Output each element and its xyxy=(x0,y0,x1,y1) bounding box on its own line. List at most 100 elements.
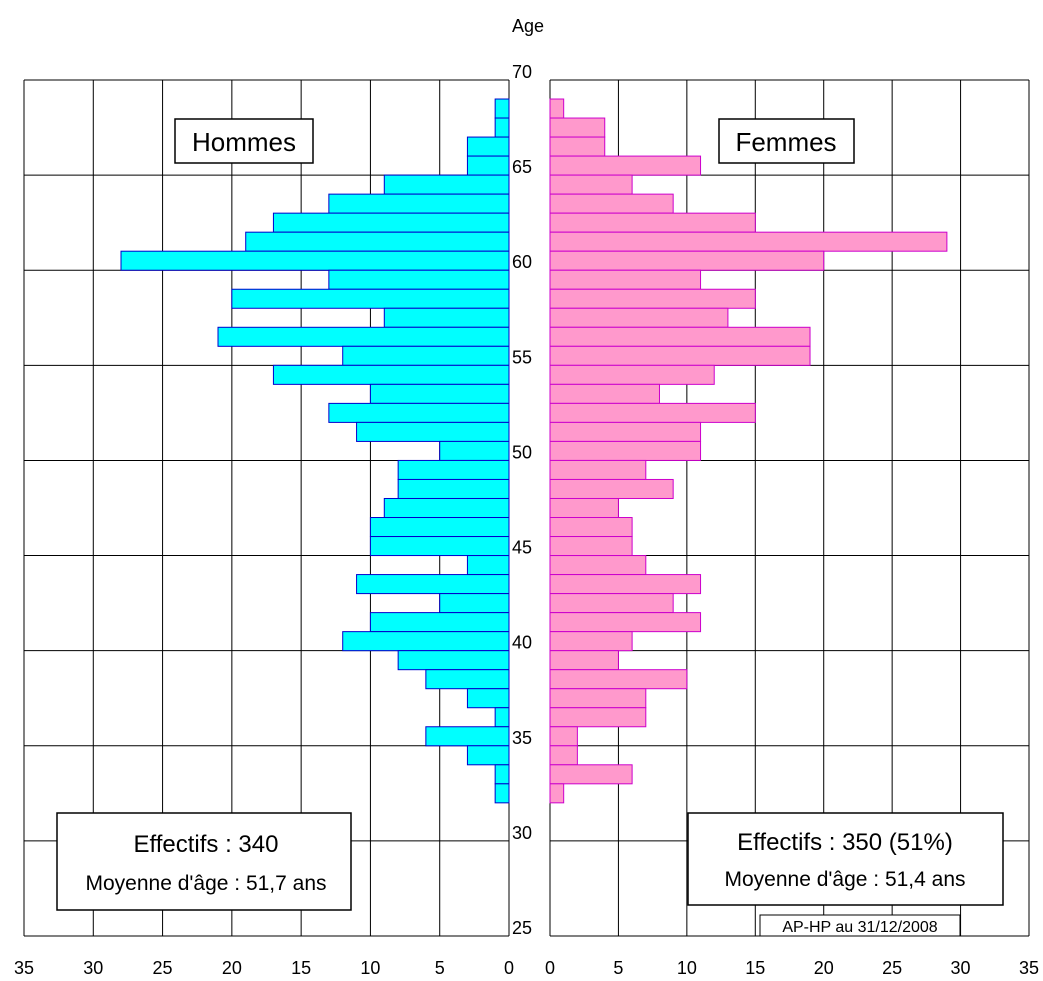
hommes-bar xyxy=(356,574,510,595)
femmes-label-box: Femmes xyxy=(718,118,855,164)
hommes-bar xyxy=(272,212,510,233)
age-tick: 60 xyxy=(512,252,532,272)
hommes-bar xyxy=(466,745,510,766)
hommes-effectifs: Effectifs : 340 xyxy=(134,831,279,858)
x-tick-right: 10 xyxy=(677,958,697,978)
hommes-bar xyxy=(383,174,510,195)
hommes-bar xyxy=(369,383,510,404)
age-tick: 25 xyxy=(512,918,532,938)
femmes-bars xyxy=(549,98,948,804)
femmes-bar xyxy=(549,783,565,804)
age-tick: 45 xyxy=(512,538,532,558)
hommes-label: Hommes xyxy=(192,127,296,157)
hommes-bar xyxy=(328,269,510,290)
hommes-bar xyxy=(466,155,510,176)
source-note: AP-HP au 31/12/2008 xyxy=(782,919,937,936)
hommes-bar xyxy=(397,459,510,480)
hommes-bar xyxy=(425,669,510,690)
x-tick-left: 35 xyxy=(14,958,34,978)
femmes-bar xyxy=(549,193,674,214)
femmes-bar xyxy=(549,155,702,176)
hommes-bar xyxy=(120,250,510,271)
hommes-bar xyxy=(383,497,510,519)
hommes-bar xyxy=(397,650,510,671)
age-tick: 30 xyxy=(512,823,532,843)
x-tick-right: 30 xyxy=(951,958,971,978)
femmes-bar xyxy=(549,612,702,633)
hommes-bar xyxy=(369,612,510,633)
hommes-bar xyxy=(494,783,510,804)
hommes-bar xyxy=(494,707,510,728)
hommes-bar xyxy=(466,136,510,157)
hommes-moyenne: Moyenne d'âge : 51,7 ans xyxy=(85,872,326,895)
femmes-bar xyxy=(549,478,674,499)
hommes-bar xyxy=(494,117,510,138)
center-axis-label: Age xyxy=(512,16,544,36)
x-tick-right: 20 xyxy=(814,958,834,978)
hommes-bar xyxy=(328,193,510,214)
femmes-bar xyxy=(549,459,647,480)
femmes-bar xyxy=(549,212,756,233)
femmes-bar xyxy=(549,688,647,709)
femmes-effectifs: Effectifs : 350 (51%) xyxy=(737,829,953,856)
hommes-bar xyxy=(425,726,510,747)
hommes-bar xyxy=(272,364,510,385)
femmes-bar xyxy=(549,364,715,385)
hommes-bar xyxy=(466,688,510,709)
femmes-bar xyxy=(549,174,633,195)
hommes-bar xyxy=(383,307,510,328)
femmes-bar xyxy=(549,117,606,138)
x-tick-right: 5 xyxy=(613,958,623,978)
hommes-bar xyxy=(494,764,510,785)
hommes-bar xyxy=(245,231,510,252)
femmes-moyenne: Moyenne d'âge : 51,4 ans xyxy=(724,868,965,891)
x-tick-left: 5 xyxy=(435,958,445,978)
x-tick-right: 0 xyxy=(545,958,555,978)
x-tick-labels: 35 35 30 30 25 25 20 20 15 15 10 10 5 5 0 0 xyxy=(14,958,1039,978)
hommes-bar xyxy=(217,326,510,347)
x-tick-left: 20 xyxy=(222,958,242,978)
femmes-bar xyxy=(549,421,702,442)
age-tick-labels: 70 65 60 55 50 45 40 35 30 25 xyxy=(512,62,532,938)
x-tick-left: 10 xyxy=(360,958,380,978)
femmes-bar xyxy=(549,764,633,785)
femmes-bar xyxy=(549,536,633,557)
x-tick-right: 35 xyxy=(1019,958,1039,978)
femmes-bar xyxy=(549,745,578,766)
femmes-bar xyxy=(549,288,756,309)
x-tick-left: 0 xyxy=(504,958,514,978)
hommes-bar xyxy=(231,288,510,309)
x-tick-left: 15 xyxy=(291,958,311,978)
age-tick: 35 xyxy=(512,728,532,748)
hommes-bar xyxy=(342,631,510,652)
hommes-bar xyxy=(494,98,510,119)
femmes-bar xyxy=(549,402,756,423)
hommes-bar xyxy=(342,345,510,366)
hommes-bar xyxy=(439,440,510,461)
age-tick: 65 xyxy=(512,157,532,177)
femmes-bar xyxy=(549,555,647,576)
femmes-bar xyxy=(549,497,619,519)
age-tick: 55 xyxy=(512,347,532,367)
hommes-bar xyxy=(397,478,510,499)
femmes-bar xyxy=(549,383,660,404)
femmes-bar xyxy=(549,345,811,366)
hommes-bar xyxy=(439,593,510,614)
x-tick-left: 25 xyxy=(153,958,173,978)
femmes-bar xyxy=(549,669,688,690)
hommes-bar xyxy=(369,536,510,557)
femmes-bar xyxy=(549,631,633,652)
hommes-bar xyxy=(369,517,510,538)
x-tick-right: 25 xyxy=(882,958,902,978)
femmes-label: Femmes xyxy=(735,127,836,157)
femmes-bar xyxy=(549,707,647,728)
age-tick: 50 xyxy=(512,442,532,462)
hommes-bar xyxy=(466,555,510,576)
femmes-bar xyxy=(549,250,825,271)
femmes-bar xyxy=(549,269,702,290)
femmes-bar xyxy=(549,517,633,538)
hommes-bar xyxy=(328,402,510,423)
x-tick-left: 30 xyxy=(83,958,103,978)
femmes-bar xyxy=(549,136,606,157)
